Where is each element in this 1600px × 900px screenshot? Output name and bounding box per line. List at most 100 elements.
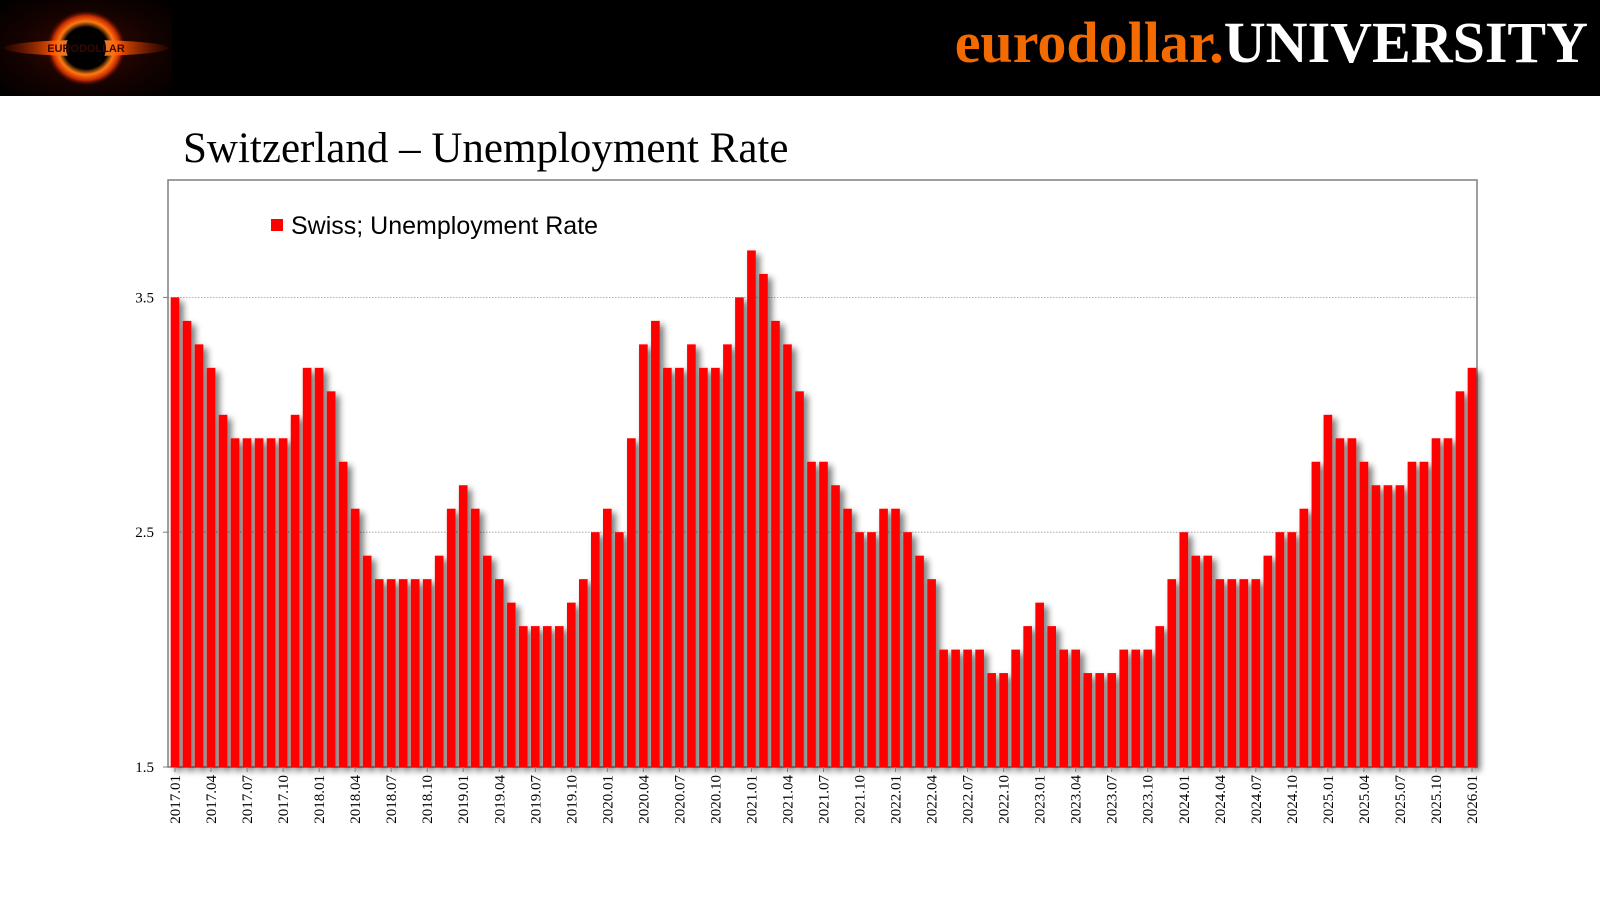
y-tick-label: 3.5	[135, 290, 154, 306]
bar	[1347, 438, 1357, 767]
bar	[1395, 485, 1405, 767]
bar	[963, 649, 972, 767]
x-tick-label: 2017.01	[168, 775, 184, 824]
bar	[1011, 649, 1020, 767]
bar	[1191, 555, 1201, 767]
bar	[578, 579, 588, 767]
chart-title: Switzerland – Unemployment Rate	[183, 125, 789, 172]
bar	[410, 579, 420, 767]
x-tick-label: 2025.10	[1429, 775, 1445, 824]
x-tick-label: 2025.07	[1393, 775, 1409, 824]
bar	[1083, 673, 1093, 767]
bar	[518, 626, 528, 767]
bar	[1431, 438, 1441, 767]
x-tick-label: 2021.10	[853, 775, 869, 824]
bar	[891, 508, 900, 767]
bar	[170, 297, 180, 767]
x-tick-label: 2020.01	[600, 775, 616, 824]
brand-eurodollar: eurodollar.	[954, 10, 1224, 75]
bar	[987, 673, 996, 767]
x-tick-label: 2022.07	[961, 775, 977, 824]
bar	[1059, 649, 1069, 767]
bar	[1311, 461, 1321, 767]
bar	[831, 485, 840, 767]
bar	[1107, 673, 1117, 767]
bar	[422, 579, 432, 767]
bar	[554, 626, 564, 767]
black-hole-icon: EURODOLLAR	[4, 10, 168, 86]
x-tick-label: 2022.04	[925, 775, 941, 824]
bar	[494, 579, 504, 767]
bar	[687, 344, 696, 767]
bar	[819, 461, 828, 767]
bar	[591, 532, 600, 767]
bar	[206, 367, 216, 767]
legend-swatch	[271, 219, 283, 231]
x-tick-label: 2023.10	[1141, 775, 1157, 824]
bar	[1443, 438, 1453, 767]
bar	[867, 532, 876, 767]
bar	[374, 579, 384, 767]
bar	[218, 414, 228, 767]
bar	[194, 344, 204, 767]
x-tick-label: 2025.04	[1357, 775, 1373, 824]
bar	[1323, 414, 1333, 767]
bar	[1023, 626, 1032, 767]
x-tick-label: 2021.07	[817, 775, 833, 824]
bar	[1035, 602, 1044, 767]
x-tick-label: 2019.04	[492, 775, 508, 824]
bar	[675, 367, 684, 767]
bar	[915, 555, 924, 767]
bar	[506, 602, 516, 767]
x-tick-label: 2020.07	[672, 775, 688, 824]
bar	[747, 250, 756, 767]
bar	[603, 508, 612, 767]
bar	[1155, 626, 1165, 767]
bar	[470, 508, 480, 767]
x-tick-label: 2024.07	[1249, 775, 1265, 824]
x-tick-label: 2025.01	[1321, 775, 1337, 824]
bar	[663, 367, 672, 767]
bar	[458, 485, 468, 767]
bar	[711, 367, 720, 767]
bar	[1239, 579, 1249, 767]
bar	[1251, 579, 1261, 767]
bar	[1299, 508, 1309, 767]
header-bar: EURODOLLAR eurodollar.UNIVERSITY	[0, 0, 1600, 96]
logo: EURODOLLAR	[0, 0, 172, 96]
x-tick-label: 2021.01	[744, 775, 760, 824]
brand-university: UNIVERSITY	[1223, 10, 1588, 75]
bar	[278, 438, 288, 767]
bar	[1215, 579, 1225, 767]
bar	[795, 391, 804, 767]
y-tick-label: 1.5	[135, 760, 154, 776]
x-tick-label: 2017.10	[276, 775, 292, 824]
bar	[1203, 555, 1213, 767]
bar	[338, 461, 348, 767]
bars	[170, 250, 1477, 767]
bar	[807, 461, 816, 767]
bar	[302, 367, 312, 767]
bar	[771, 320, 780, 767]
bar	[699, 367, 708, 767]
bar	[939, 649, 948, 767]
bar	[1335, 438, 1345, 767]
bar	[398, 579, 408, 767]
bar	[651, 320, 660, 767]
x-axis-ticks: 2017.01 2017.04 2017.07 2017.10 2018.01 2018.…	[168, 767, 1481, 824]
x-tick-label: 2026.01	[1465, 775, 1481, 824]
bar	[1263, 555, 1273, 767]
bar	[434, 555, 444, 767]
bar	[1359, 461, 1369, 767]
bar	[627, 438, 636, 767]
bar	[314, 367, 324, 767]
bar	[482, 555, 492, 767]
legend-label: Swiss; Unemployment Rate	[291, 212, 598, 240]
x-tick-label: 2018.01	[312, 775, 328, 824]
bar	[615, 532, 624, 767]
bar	[1419, 461, 1429, 767]
bar	[1371, 485, 1381, 767]
x-tick-label: 2018.07	[384, 775, 400, 824]
bar	[1071, 649, 1081, 767]
x-tick-label: 2018.04	[348, 775, 364, 824]
